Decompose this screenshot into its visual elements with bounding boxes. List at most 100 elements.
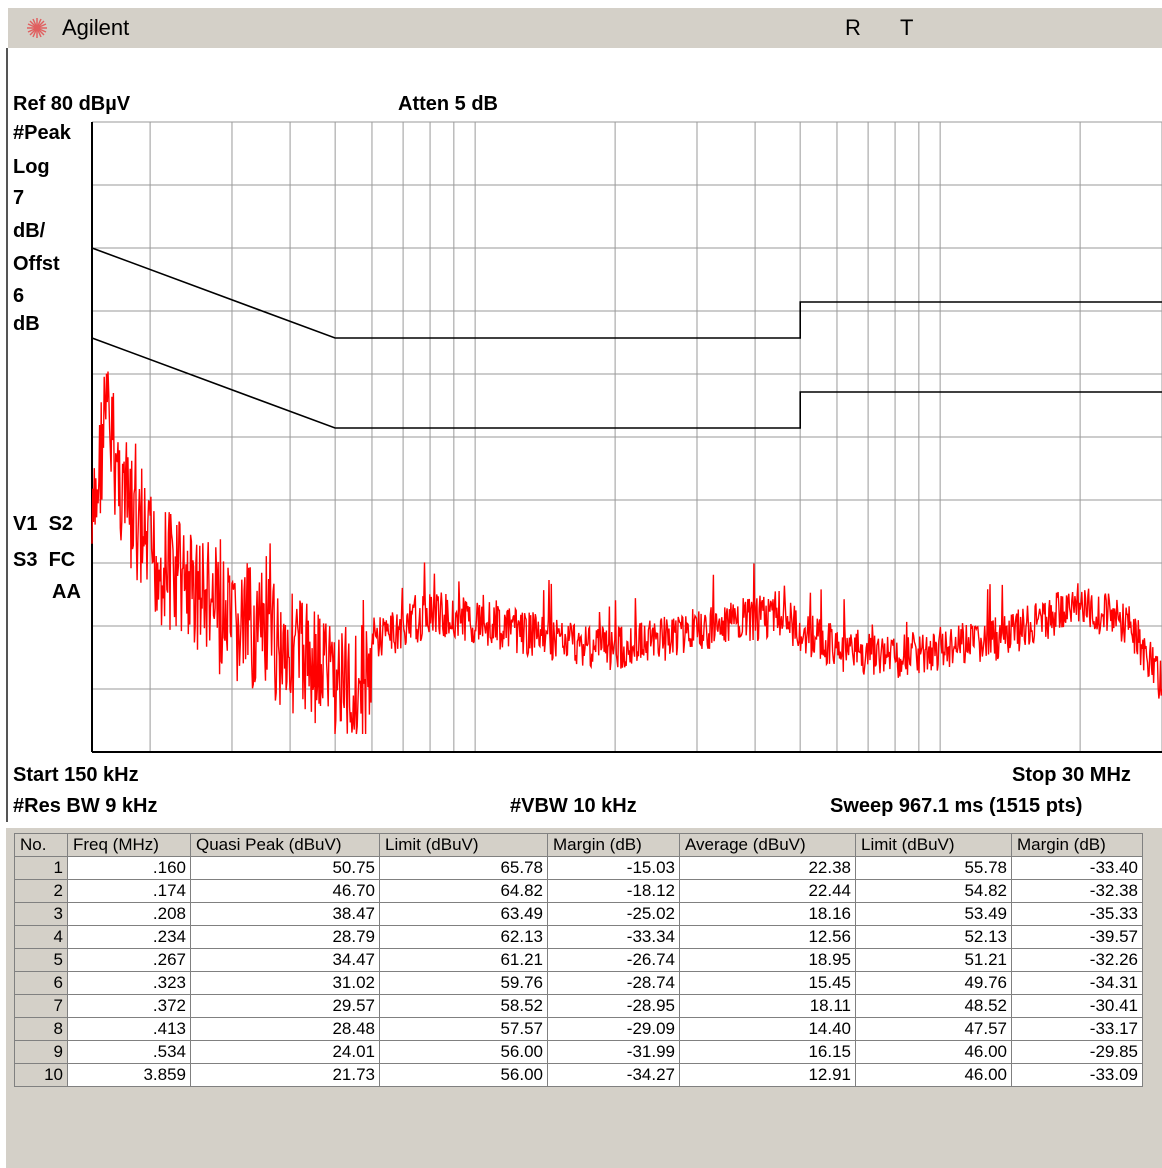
header-quasi-peak[interactable]: Quasi Peak (dBuV) xyxy=(190,833,380,857)
cell-avg-limit: 51.21 xyxy=(855,948,1012,972)
header-avg-margin[interactable]: Margin (dB) xyxy=(1011,833,1143,857)
cell-qp-margin: -28.95 xyxy=(547,994,680,1018)
panel-scale-unit: dB/ xyxy=(13,220,46,242)
cell-avg-limit: 47.57 xyxy=(855,1017,1012,1041)
cell-qp-limit: 58.52 xyxy=(379,994,548,1018)
cell-avg-limit: 53.49 xyxy=(855,902,1012,926)
vbw-label: #VBW 10 kHz xyxy=(510,795,637,817)
cell-no: 3 xyxy=(14,902,68,926)
cell-avg-margin: -34.31 xyxy=(1011,971,1143,995)
cell-avg-margin: -35.33 xyxy=(1011,902,1143,926)
cell-freq: .534 xyxy=(67,1040,191,1064)
cell-average: 18.95 xyxy=(679,948,856,972)
start-frequency-label: Start 150 kHz xyxy=(13,764,139,786)
cell-qp-limit: 56.00 xyxy=(379,1063,548,1087)
cell-avg-margin: -30.41 xyxy=(1011,994,1143,1018)
table-row[interactable]: 8.413 28.48 57.57 -29.09 14.40 47.57 -33.17 xyxy=(14,1017,1143,1041)
header-avg-limit[interactable]: Limit (dBuV) xyxy=(855,833,1012,857)
header-average[interactable]: Average (dBuV) xyxy=(679,833,856,857)
cell-quasi-peak: 24.01 xyxy=(190,1040,380,1064)
cell-freq: .234 xyxy=(67,925,191,949)
header-freq[interactable]: Freq (MHz) xyxy=(67,833,191,857)
cell-freq: 3.859 xyxy=(67,1063,191,1087)
agilent-logo-icon xyxy=(27,18,47,38)
panel-log: Log xyxy=(13,156,50,178)
cell-average: 18.11 xyxy=(679,994,856,1018)
cell-qp-limit: 65.78 xyxy=(379,856,548,880)
cell-avg-margin: -33.40 xyxy=(1011,856,1143,880)
cell-avg-margin: -32.26 xyxy=(1011,948,1143,972)
panel-offset: Offst xyxy=(13,253,60,275)
table-row[interactable]: 6.323 31.02 59.76 -28.74 15.45 49.76 -34.31 xyxy=(14,971,1143,995)
panel-offset-unit: dB xyxy=(13,313,40,335)
cell-average: 15.45 xyxy=(679,971,856,995)
plot-traces xyxy=(91,247,1162,735)
plot-grid xyxy=(91,121,1162,753)
sweep-label: Sweep 967.1 ms (1515 pts) xyxy=(830,795,1083,817)
cell-quasi-peak: 46.70 xyxy=(190,879,380,903)
table-row[interactable]: 2.174 46.70 64.82 -18.12 22.44 54.82 -32.38 xyxy=(14,879,1143,903)
header-qp-limit[interactable]: Limit (dBuV) xyxy=(379,833,548,857)
results-table: No. Freq (MHz) Quasi Peak (dBuV) Limit (… xyxy=(14,833,1143,1087)
cell-qp-limit: 56.00 xyxy=(379,1040,548,1064)
table-row[interactable]: 3.208 38.47 63.49 -25.02 18.16 53.49 -35.33 xyxy=(14,902,1143,926)
analyzer-display xyxy=(6,48,1162,822)
cell-quasi-peak: 28.48 xyxy=(190,1017,380,1041)
cell-average: 12.91 xyxy=(679,1063,856,1087)
table-row[interactable]: 7.372 29.57 58.52 -28.95 18.11 48.52 -30.41 xyxy=(14,994,1143,1018)
cell-average: 12.56 xyxy=(679,925,856,949)
cell-no: 2 xyxy=(14,879,68,903)
cell-avg-limit: 49.76 xyxy=(855,971,1012,995)
cell-freq: .372 xyxy=(67,994,191,1018)
table-row[interactable]: 10 3.859 21.73 56.00 -34.27 12.91 46.00 -33.09 xyxy=(14,1063,1143,1087)
panel-peak: #Peak xyxy=(13,122,71,144)
table-row[interactable]: 9.534 24.01 56.00 -31.99 16.15 46.00 -29.85 xyxy=(14,1040,1143,1064)
cell-avg-limit: 46.00 xyxy=(855,1040,1012,1064)
panel-scale-value: 7 xyxy=(13,187,25,209)
trace-flags-line1: V1 S2 xyxy=(13,513,74,535)
cell-qp-margin: -15.03 xyxy=(547,856,680,880)
cell-no: 8 xyxy=(14,1017,68,1041)
results-table-panel: No. Freq (MHz) Quasi Peak (dBuV) Limit (… xyxy=(6,828,1162,1168)
header-no[interactable]: No. xyxy=(14,833,68,857)
cell-qp-limit: 63.49 xyxy=(379,902,548,926)
cell-no: 6 xyxy=(14,971,68,995)
cell-qp-margin: -26.74 xyxy=(547,948,680,972)
attenuation-label: Atten 5 dB xyxy=(398,93,498,115)
cell-avg-margin: -29.85 xyxy=(1011,1040,1143,1064)
header-qp-margin[interactable]: Margin (dB) xyxy=(547,833,680,857)
title-bar: Agilent R T xyxy=(6,6,1162,48)
ref-level-label: Ref 80 dBµV xyxy=(13,93,131,115)
cell-quasi-peak: 31.02 xyxy=(190,971,380,995)
cell-qp-margin: -18.12 xyxy=(547,879,680,903)
trace-flags-line2: S3 FC xyxy=(13,549,76,571)
cell-qp-margin: -25.02 xyxy=(547,902,680,926)
cell-no: 7 xyxy=(14,994,68,1018)
cell-quasi-peak: 21.73 xyxy=(190,1063,380,1087)
table-row[interactable]: 5.267 34.47 61.21 -26.74 18.95 51.21 -32.26 xyxy=(14,948,1143,972)
table-row[interactable]: 4.234 28.79 62.13 -33.34 12.56 52.13 -39.57 xyxy=(14,925,1143,949)
cell-qp-margin: -29.09 xyxy=(547,1017,680,1041)
table-row[interactable]: 1.160 50.75 65.78 -15.03 22.38 55.78 -33.40 xyxy=(14,856,1143,880)
cell-avg-margin: -33.17 xyxy=(1011,1017,1143,1041)
cell-avg-limit: 54.82 xyxy=(855,879,1012,903)
indicator-r: R xyxy=(845,15,861,40)
cell-qp-limit: 64.82 xyxy=(379,879,548,903)
cell-quasi-peak: 38.47 xyxy=(190,902,380,926)
cell-qp-limit: 59.76 xyxy=(379,971,548,995)
cell-qp-margin: -31.99 xyxy=(547,1040,680,1064)
cell-qp-limit: 61.21 xyxy=(379,948,548,972)
cell-no: 5 xyxy=(14,948,68,972)
cell-qp-margin: -28.74 xyxy=(547,971,680,995)
quasi-peak-limit-line xyxy=(91,247,1162,339)
cell-no: 4 xyxy=(14,925,68,949)
average-limit-line xyxy=(91,337,1162,429)
cell-quasi-peak: 29.57 xyxy=(190,994,380,1018)
cell-average: 16.15 xyxy=(679,1040,856,1064)
cell-average: 18.16 xyxy=(679,902,856,926)
panel-offset-value: 6 xyxy=(13,285,25,307)
cell-freq: .267 xyxy=(67,948,191,972)
cell-qp-limit: 62.13 xyxy=(379,925,548,949)
cell-freq: .208 xyxy=(67,902,191,926)
cell-no: 1 xyxy=(14,856,68,880)
